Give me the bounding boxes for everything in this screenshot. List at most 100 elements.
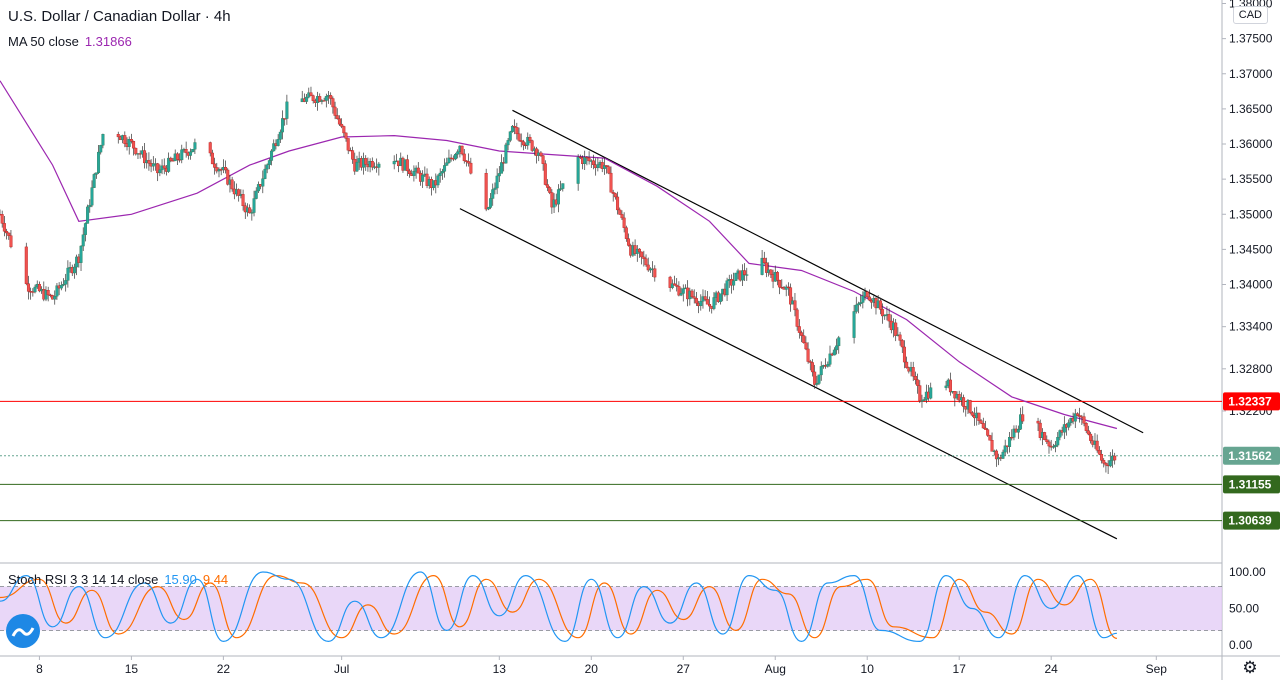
candle-body: [898, 334, 902, 341]
candle-body: [147, 160, 151, 164]
candle-body: [272, 143, 276, 152]
candle-body: [2, 223, 6, 232]
candle-body: [681, 288, 685, 294]
candle-body: [79, 245, 83, 263]
candle-body: [281, 118, 285, 133]
stoch-band: [0, 586, 1222, 631]
candle-body: [26, 283, 30, 292]
candle-body: [789, 287, 793, 305]
price-axis: 1.38000 1.37500 1.37000 1.36500 1.36000 1.355…: [1222, 0, 1280, 652]
candle-body: [506, 140, 510, 146]
candle-body: [92, 174, 96, 188]
y-tick-label: 1.34000: [1229, 278, 1273, 292]
descending-channel: [459, 109, 1144, 540]
candle-body: [920, 400, 924, 402]
candle-body: [596, 164, 600, 169]
candle-body: [90, 187, 94, 206]
candle-body: [852, 311, 856, 338]
candle-body: [1104, 463, 1108, 466]
candle-body: [1062, 424, 1066, 433]
candle-body: [193, 142, 197, 150]
candle-body: [132, 141, 136, 149]
candle-body: [167, 157, 171, 172]
candle-body: [979, 420, 983, 424]
candle-body: [491, 189, 495, 199]
candle-body: [530, 140, 534, 151]
ma-value: 1.31866: [84, 34, 132, 49]
currency-badge[interactable]: CAD: [1232, 6, 1268, 24]
candle-body: [331, 98, 335, 108]
candle-body: [322, 100, 326, 102]
candle-body: [887, 314, 891, 322]
candle-body: [285, 101, 289, 119]
candle-body: [283, 118, 287, 120]
candle-body: [1036, 420, 1040, 424]
candle-body: [670, 283, 674, 288]
candle-body: [548, 187, 552, 193]
y-tick-label: 1.34500: [1229, 242, 1273, 256]
candle-body: [613, 193, 617, 198]
candle-body: [1089, 433, 1093, 441]
candle-body: [412, 171, 416, 176]
candle-body: [158, 169, 162, 174]
candle-body: [543, 163, 547, 185]
candle-body: [443, 165, 447, 172]
x-tick-label: 8: [36, 662, 43, 676]
candle-body: [556, 189, 560, 205]
candle-body: [305, 96, 309, 102]
candle-body: [894, 322, 898, 336]
candle-body: [760, 257, 764, 275]
candle-body: [248, 207, 252, 214]
candle-body: [784, 286, 788, 290]
candle-body: [1047, 441, 1051, 447]
candle-body: [33, 286, 37, 293]
channel-lower-line: [459, 208, 1118, 540]
candle-body: [583, 156, 587, 164]
candle-body: [324, 96, 328, 101]
candle-body: [1021, 414, 1025, 422]
candle-body: [948, 379, 952, 393]
candle-body: [408, 170, 412, 175]
stoch-tick-label: 0.00: [1229, 638, 1253, 652]
candle-body: [854, 304, 858, 312]
candle-body: [900, 340, 904, 348]
candle-body: [88, 204, 92, 208]
candle-body: [627, 238, 631, 246]
candle-body: [489, 198, 493, 208]
candle-body: [237, 189, 241, 196]
candle-body: [462, 153, 466, 162]
y-tick-label: 1.33400: [1229, 320, 1273, 334]
candle-body: [151, 163, 155, 167]
candle-body: [778, 280, 782, 288]
candle-body: [810, 362, 814, 373]
level-label: 1.32337: [1228, 394, 1272, 408]
candle-body: [859, 302, 863, 304]
candle-body: [515, 127, 519, 135]
candle-body: [484, 173, 488, 210]
candle-body: [346, 138, 350, 151]
stoch-d-value: 9.44: [202, 572, 229, 587]
candle-body: [445, 162, 449, 166]
candle-body: [867, 296, 871, 301]
candle-body: [454, 154, 458, 160]
candle-body: [644, 258, 648, 266]
candle-body: [668, 276, 672, 288]
candle-body: [988, 435, 992, 441]
candle-body: [7, 232, 11, 236]
candle-body: [1078, 415, 1082, 417]
stoch-legend[interactable]: Stoch RSI 3 3 14 14 close 15.90 9.44: [8, 572, 228, 587]
candle-body: [486, 207, 490, 210]
tradingview-logo-icon[interactable]: [6, 614, 40, 648]
candle-body: [405, 159, 409, 172]
candle-body: [355, 161, 359, 172]
candle-body: [675, 284, 679, 287]
ma-legend[interactable]: MA 50 close 1.31866: [8, 34, 132, 49]
level-label-bg: [1223, 392, 1280, 411]
gear-icon[interactable]: ⚙: [1242, 658, 1258, 677]
x-tick-label: 24: [1045, 662, 1059, 676]
candle-body: [421, 174, 425, 182]
candle-body: [624, 227, 628, 239]
candle-body: [241, 194, 245, 207]
y-tick-label: 1.38000: [1229, 0, 1273, 11]
